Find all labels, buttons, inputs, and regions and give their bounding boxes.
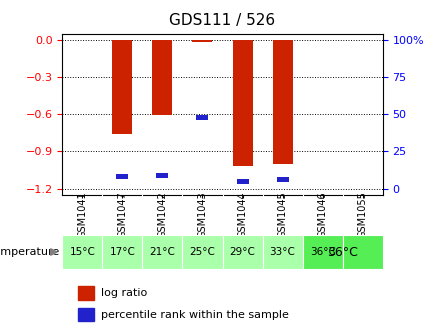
Bar	[233, 40, 253, 166]
FancyBboxPatch shape	[263, 235, 303, 269]
Text: GSM1041: GSM1041	[77, 192, 87, 238]
Text: 21°C: 21°C	[150, 247, 175, 257]
Text: GSM1055: GSM1055	[358, 192, 368, 239]
Text: 29°C: 29°C	[230, 247, 255, 257]
Text: 17°C: 17°C	[109, 247, 135, 257]
Text: 15°C: 15°C	[69, 247, 95, 257]
Text: log ratio: log ratio	[101, 288, 147, 298]
Text: GSM1046: GSM1046	[318, 192, 328, 238]
FancyBboxPatch shape	[142, 235, 182, 269]
Bar	[117, 174, 129, 179]
Text: 25°C: 25°C	[190, 247, 215, 257]
Bar	[112, 40, 133, 134]
Text: GSM1043: GSM1043	[198, 192, 207, 238]
Text: 33°C: 33°C	[270, 247, 295, 257]
Bar	[197, 115, 208, 120]
Text: GSM1044: GSM1044	[238, 192, 247, 238]
Text: percentile rank within the sample: percentile rank within the sample	[101, 310, 289, 320]
Text: GSM1047: GSM1047	[117, 192, 127, 239]
Title: GDS111 / 526: GDS111 / 526	[170, 13, 275, 28]
Text: 36°C: 36°C	[327, 246, 358, 258]
Text: GSM1045: GSM1045	[278, 192, 287, 239]
Bar	[157, 173, 169, 178]
FancyBboxPatch shape	[62, 235, 102, 269]
FancyBboxPatch shape	[343, 235, 383, 269]
Bar	[237, 179, 248, 184]
FancyBboxPatch shape	[222, 235, 263, 269]
FancyBboxPatch shape	[102, 235, 142, 269]
Bar	[78, 308, 94, 321]
Bar	[272, 40, 293, 164]
Bar	[277, 177, 288, 182]
Bar	[192, 40, 213, 42]
Bar	[152, 40, 173, 116]
Text: 36°C: 36°C	[310, 247, 336, 257]
Text: temperature: temperature	[0, 247, 61, 257]
FancyBboxPatch shape	[182, 235, 222, 269]
FancyBboxPatch shape	[303, 235, 343, 269]
Text: GSM1042: GSM1042	[158, 192, 167, 239]
Bar	[78, 286, 94, 300]
